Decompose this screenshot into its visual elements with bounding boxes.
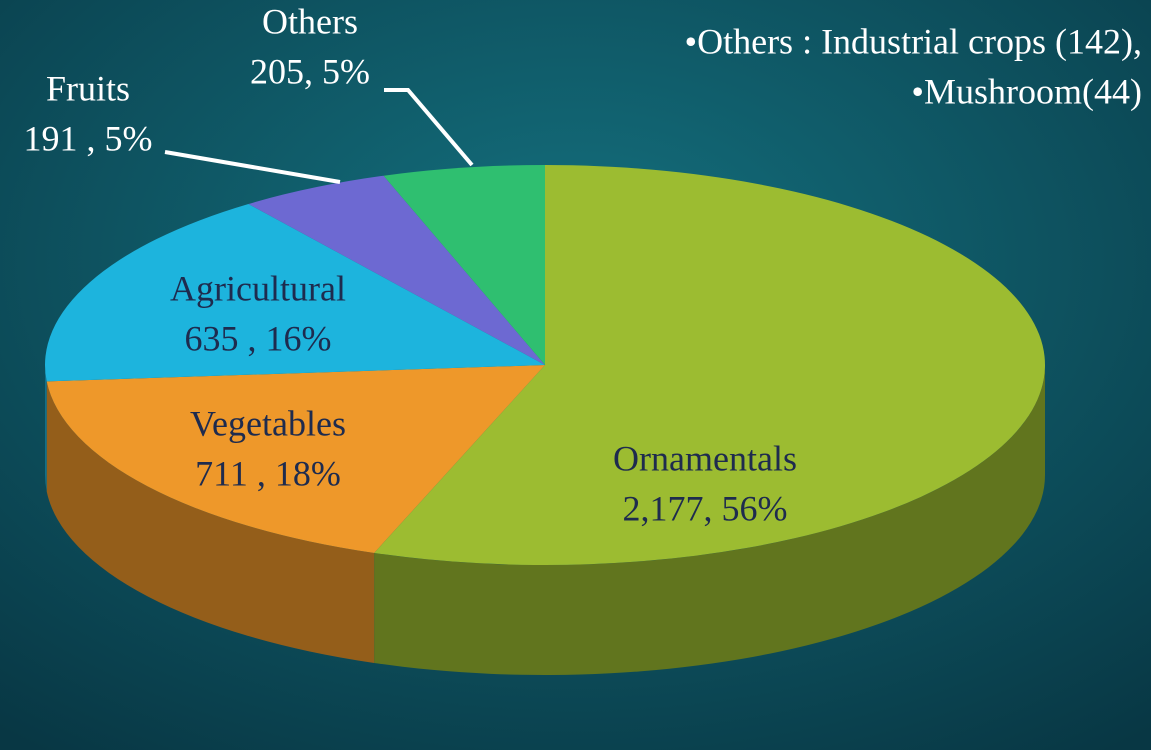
value-label: 711 , 18%	[195, 453, 341, 493]
slice-label: Vegetables	[190, 403, 346, 443]
slice-label: Agricultural	[170, 268, 346, 308]
slice-label: Others	[262, 1, 358, 41]
value-label: 191 , 5%	[24, 118, 153, 158]
value-label: 205, 5%	[250, 51, 370, 91]
slice-label: Ornamentals	[613, 438, 797, 478]
annotation: •Others : Industrial crops (142),	[684, 21, 1142, 61]
leader-line	[164, 150, 341, 184]
slice-side	[374, 365, 1045, 675]
slice	[374, 165, 1046, 565]
annotation: •Mushroom(44)	[911, 71, 1142, 111]
slice	[248, 175, 545, 365]
value-label: 635 , 16%	[185, 318, 332, 358]
slice-side	[45, 365, 47, 492]
slice	[45, 203, 546, 382]
value-label: 2,177, 56%	[623, 488, 788, 528]
slice	[383, 165, 545, 365]
slice	[46, 365, 545, 553]
slice-side	[46, 381, 375, 663]
slice-label: Fruits	[46, 68, 130, 108]
leader-line	[384, 88, 474, 167]
pie	[45, 165, 1046, 675]
